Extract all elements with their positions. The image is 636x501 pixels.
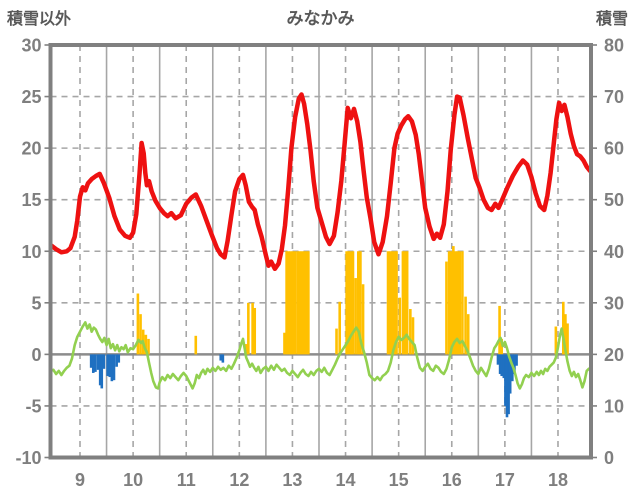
red-line-series (49, 92, 592, 272)
gridlines (50, 45, 591, 462)
left-axis-tick-label: 20 (21, 139, 41, 159)
x-axis-tick-label: 18 (548, 470, 568, 490)
right-axis-tick-label: 70 (604, 87, 624, 107)
left-axis-tick-label: -5 (25, 396, 41, 416)
right-axis-title: 積雪 (595, 11, 628, 28)
left-axis-tick-label: 15 (21, 190, 41, 210)
left-axis-tick-label: 10 (21, 242, 41, 262)
x-axis-tick-label: 11 (177, 470, 196, 490)
chart-title: みなかみ (286, 9, 355, 28)
left-axis-tick-label: 30 (21, 36, 41, 56)
right-axis-tick-label: 0 (604, 448, 614, 468)
x-axis-tick-label: 17 (495, 470, 515, 490)
x-axis-tick-label: 12 (229, 470, 249, 490)
x-axis-tick-label: 15 (389, 470, 409, 490)
right-axis-tick-label: 80 (604, 36, 624, 56)
right-axis-tick-label: 20 (604, 345, 624, 365)
x-axis-tick-label: 9 (75, 470, 85, 490)
right-axis-tick-label: 30 (604, 293, 624, 313)
left-axis-tick-label: 25 (21, 87, 41, 107)
left-axis-tick-label: 5 (31, 293, 41, 313)
yellow-bars-series (136, 246, 569, 355)
x-axis-tick-label: 14 (336, 470, 356, 490)
x-axis-tick-label: 10 (123, 470, 143, 490)
green-line-series (49, 321, 592, 390)
right-axis-tick-label: 10 (604, 396, 624, 416)
x-axis-tick-label: 13 (282, 470, 302, 490)
x-axis-tick-label: 16 (442, 470, 462, 490)
left-axis-title: 積雪以外 (7, 11, 72, 28)
left-axis-tick-label: 0 (31, 345, 41, 365)
right-axis-tick-label: 40 (604, 242, 624, 262)
right-axis-tick-label: 60 (604, 139, 624, 159)
right-axis-tick-label: 50 (604, 190, 624, 210)
left-axis-tick-label: -10 (15, 448, 41, 468)
